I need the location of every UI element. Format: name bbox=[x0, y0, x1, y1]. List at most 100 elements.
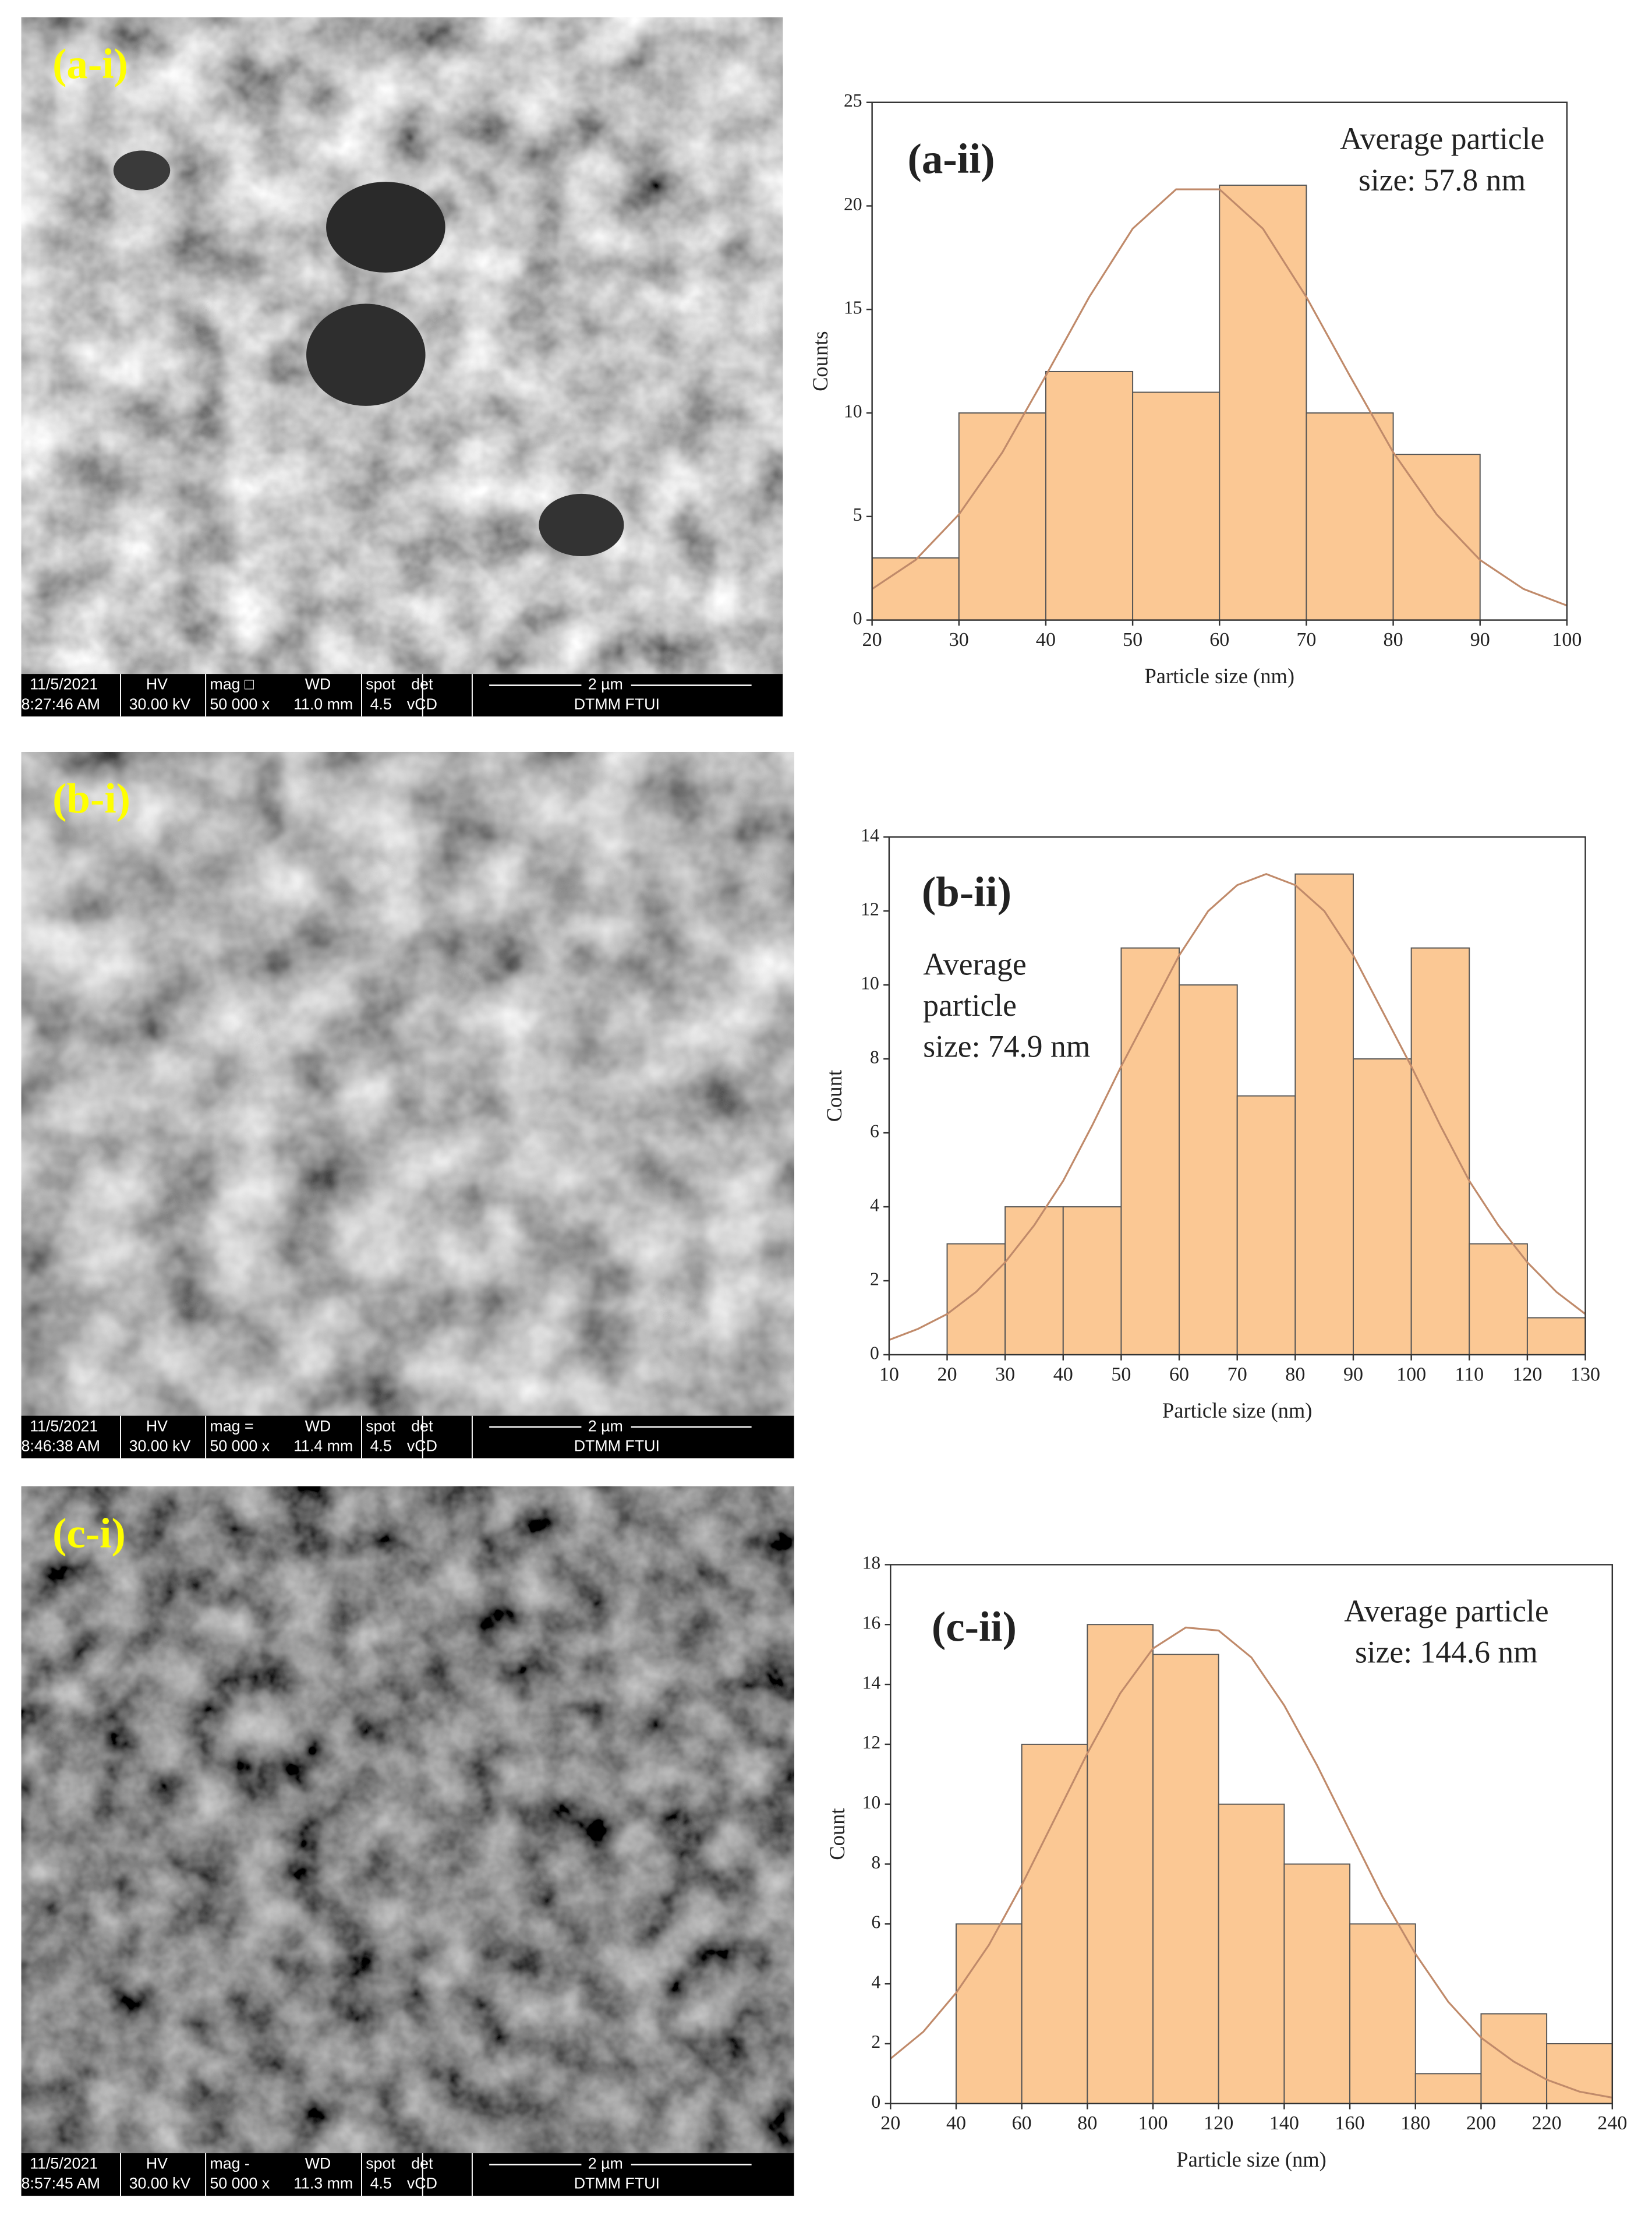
y-tick-label: 6 bbox=[871, 1912, 880, 1932]
y-axis-label: Count bbox=[825, 1808, 849, 1860]
x-tick-label: 40 bbox=[1036, 629, 1056, 651]
sem-image-c bbox=[21, 1486, 794, 2154]
info-text: 4.5 bbox=[370, 2175, 392, 2192]
info-text: mag □ bbox=[210, 676, 254, 693]
y-tick-label: 20 bbox=[844, 194, 862, 214]
y-tick-label: 2 bbox=[871, 2031, 880, 2052]
panel-label: (b-ii) bbox=[922, 868, 1011, 916]
x-tick-label: 70 bbox=[1296, 629, 1316, 651]
x-tick-label: 60 bbox=[1169, 1363, 1189, 1385]
y-axis-label: Counts bbox=[808, 331, 832, 391]
histogram-bar bbox=[1469, 1243, 1528, 1355]
info-text: 11/5/2021 bbox=[30, 1417, 98, 1435]
info-text: det bbox=[411, 676, 433, 693]
histogram-bar bbox=[1021, 1743, 1088, 2104]
pore bbox=[539, 493, 624, 557]
pore bbox=[306, 303, 426, 406]
x-axis-label: Particle size (nm) bbox=[1144, 664, 1294, 688]
histogram-bar bbox=[946, 1243, 1006, 1355]
y-tick-label: 15 bbox=[844, 298, 862, 318]
annotation: Average particle bbox=[1344, 1594, 1548, 1628]
info-text: 50 000 x bbox=[210, 695, 270, 713]
y-tick-label: 8 bbox=[870, 1047, 879, 1067]
x-tick-label: 40 bbox=[1053, 1363, 1073, 1385]
panel-label: (b-i) bbox=[52, 775, 130, 822]
info-text: vCD bbox=[407, 695, 437, 713]
info-text: WD bbox=[305, 2155, 331, 2172]
histogram-bar bbox=[1132, 391, 1221, 621]
y-tick-label: 16 bbox=[862, 1613, 881, 1633]
info-text: 8:57:45 AM bbox=[22, 2175, 100, 2192]
y-tick-label: 14 bbox=[862, 1672, 881, 1693]
info-text: DTMM FTUI bbox=[574, 1437, 660, 1454]
x-tick-label: 70 bbox=[1227, 1363, 1247, 1385]
info-text: 4.5 bbox=[370, 695, 392, 713]
info-text: det bbox=[411, 2155, 433, 2172]
histogram-bar bbox=[1283, 1863, 1351, 2104]
info-text: 30.00 kV bbox=[129, 1437, 191, 1454]
y-tick-label: 2 bbox=[870, 1269, 879, 1289]
histogram-bar bbox=[1294, 873, 1354, 1355]
annotation: size: 74.9 nm bbox=[923, 1029, 1090, 1064]
histogram-bar bbox=[1410, 947, 1470, 1355]
x-axis-label: Particle size (nm) bbox=[1162, 1398, 1313, 1422]
x-axis-label: Particle size (nm) bbox=[1176, 2147, 1326, 2171]
info-text: DTMM FTUI bbox=[574, 2175, 660, 2192]
x-tick-label: 200 bbox=[1466, 2112, 1496, 2134]
histogram-bar bbox=[956, 1923, 1023, 2104]
y-tick-label: 4 bbox=[871, 1972, 880, 1992]
histogram-bar bbox=[1045, 370, 1134, 621]
sem-image-a bbox=[21, 17, 783, 674]
annotation: size: 144.6 nm bbox=[1355, 1635, 1538, 1670]
x-tick-label: 20 bbox=[937, 1363, 957, 1385]
info-text: 11/5/2021 bbox=[30, 2155, 98, 2172]
x-tick-label: 60 bbox=[1209, 629, 1229, 651]
x-tick-label: 100 bbox=[1138, 2112, 1168, 2134]
info-text: 50 000 x bbox=[210, 1437, 270, 1454]
info-text: mag = bbox=[210, 1417, 253, 1435]
histogram-bar bbox=[1480, 2013, 1548, 2104]
x-tick-label: 160 bbox=[1335, 2112, 1365, 2134]
info-text: spot bbox=[366, 2155, 395, 2172]
annotation: Average bbox=[923, 947, 1026, 982]
info-text: 11/5/2021 bbox=[30, 676, 98, 693]
x-tick-label: 80 bbox=[1384, 629, 1403, 651]
y-tick-label: 6 bbox=[870, 1121, 879, 1141]
info-text: WD bbox=[305, 1417, 331, 1435]
sem-image-b bbox=[21, 752, 794, 1416]
x-tick-label: 60 bbox=[1012, 2112, 1032, 2134]
histogram-bar bbox=[1414, 2073, 1482, 2104]
fit-curve bbox=[889, 872, 1586, 1341]
histogram-bar bbox=[1004, 1206, 1064, 1355]
histogram-bar bbox=[1306, 412, 1394, 621]
annotation: size: 57.8 nm bbox=[1359, 162, 1526, 197]
y-axis-label: Count bbox=[822, 1070, 846, 1122]
y-tick-label: 8 bbox=[871, 1852, 880, 1872]
x-tick-label: 20 bbox=[862, 629, 882, 651]
info-text: 11.3 mm bbox=[293, 2175, 353, 2192]
y-tick-label: 12 bbox=[861, 899, 879, 919]
info-text: 50 000 x bbox=[210, 2175, 270, 2192]
annotation: Average particle bbox=[1340, 121, 1544, 156]
x-tick-label: 120 bbox=[1512, 1363, 1542, 1385]
histogram-bar bbox=[871, 557, 960, 621]
y-tick-label: 10 bbox=[861, 973, 879, 993]
histogram-bar bbox=[1120, 947, 1180, 1355]
info-text: HV bbox=[146, 2155, 168, 2172]
info-text: spot bbox=[366, 1417, 395, 1435]
y-tick-label: 25 bbox=[844, 90, 862, 111]
pore bbox=[113, 150, 171, 190]
y-tick-label: 0 bbox=[870, 1342, 879, 1363]
x-tick-label: 120 bbox=[1204, 2112, 1233, 2134]
info-text: HV bbox=[146, 676, 168, 693]
info-text: 8:46:38 AM bbox=[22, 1437, 100, 1454]
x-tick-label: 180 bbox=[1400, 2112, 1430, 2134]
y-tick-label: 4 bbox=[870, 1195, 879, 1215]
histogram-bar bbox=[1546, 2043, 1613, 2104]
y-tick-label: 0 bbox=[853, 608, 862, 628]
y-tick-label: 5 bbox=[853, 504, 862, 525]
panel-label: (a-ii) bbox=[908, 135, 995, 182]
y-tick-label: 10 bbox=[862, 1792, 881, 1813]
